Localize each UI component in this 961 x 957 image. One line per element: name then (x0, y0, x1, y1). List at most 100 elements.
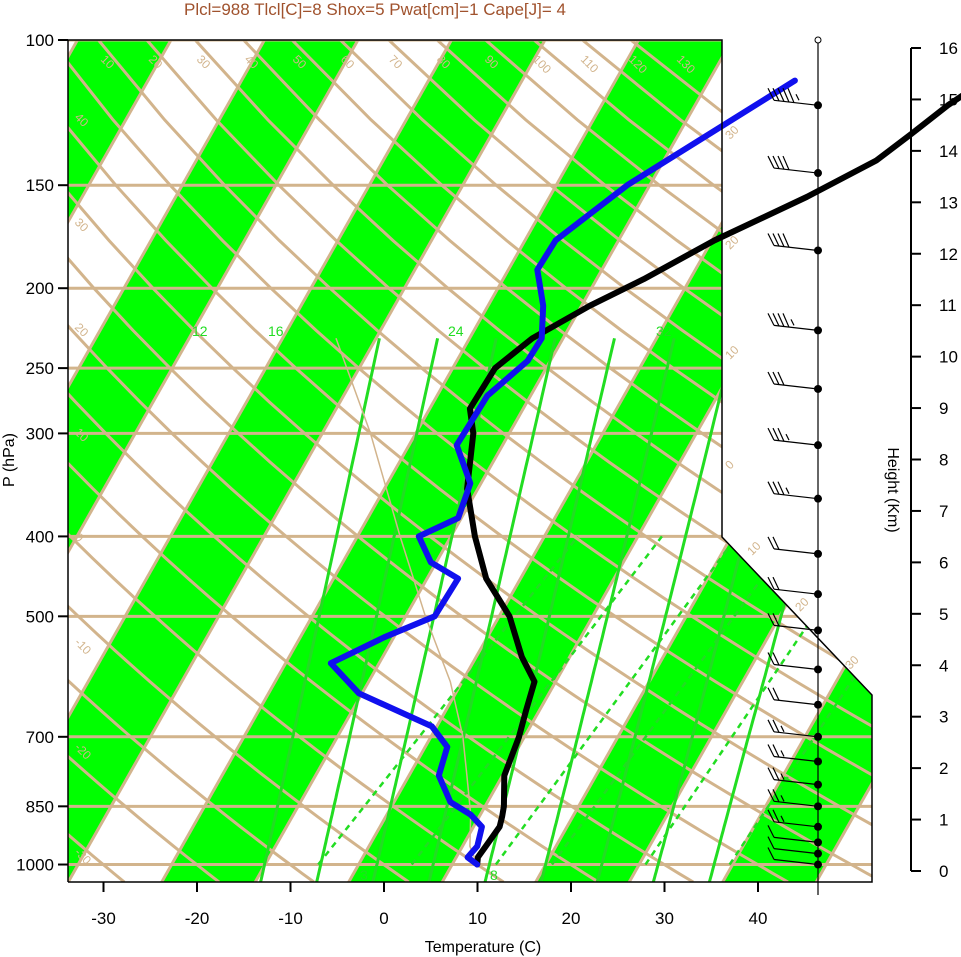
barb-flag (772, 155, 780, 169)
isotherm-band (68, 40, 568, 882)
barb-half (780, 795, 785, 802)
dry-adiabat (68, 40, 505, 882)
height-tick-label: 10 (939, 348, 958, 367)
x-tick-label: 20 (562, 909, 581, 928)
dry-adiabat (68, 40, 315, 882)
barb-dot (814, 36, 822, 44)
barb-flag (772, 233, 780, 247)
barb-shaft (773, 244, 819, 252)
barb-flag (787, 88, 795, 103)
height-tick-label: 0 (939, 862, 948, 881)
barb-shaft (773, 731, 819, 738)
isotherm-line (137, 40, 663, 882)
y-tick-label: 150 (26, 176, 54, 195)
dewpoint-line (327, 77, 798, 868)
barb-flag (777, 155, 785, 170)
barb-flag (772, 767, 780, 781)
y-tick-label: 250 (26, 359, 54, 378)
x-tick-label: 30 (655, 909, 674, 928)
barb-flag (772, 687, 780, 701)
dry-adiabat-label: 110 (578, 52, 602, 76)
dry-adiabat (68, 40, 221, 882)
height-tick-label: 12 (939, 245, 958, 264)
mixing-ratio-label: 16 (268, 323, 284, 339)
y-tick-label: 400 (26, 527, 54, 546)
barb-flag (772, 536, 780, 550)
y-tick-label: 100 (26, 31, 54, 50)
mixing-ratio-line (410, 535, 663, 866)
barb-flag (767, 481, 775, 494)
barb-shaft (773, 755, 819, 763)
barb-half (795, 94, 800, 101)
dry-adiabat (145, 40, 872, 882)
dry-adiabat (68, 40, 872, 882)
barb-flag (767, 576, 775, 590)
barb-shaft (773, 493, 819, 500)
barb-flag (767, 825, 775, 838)
moist-adiabat (371, 337, 498, 882)
barb-shaft (773, 836, 819, 843)
y-tick-label: 300 (26, 424, 54, 443)
height-tick-label: 3 (939, 708, 948, 727)
x-tick-label: -10 (278, 909, 303, 928)
barb-shaft (773, 624, 819, 631)
moist-adiabat-label: 10 (722, 343, 742, 363)
barb-flag (767, 847, 775, 860)
barb-flag (767, 613, 775, 626)
isotherm-line (698, 40, 872, 882)
height-tick-label: 8 (939, 451, 948, 470)
barb-flag (772, 613, 780, 627)
barb-flag (777, 427, 785, 442)
mixing-ratio-label: 24 (448, 323, 464, 339)
barb-shaft (773, 848, 819, 855)
height-tick-label: 2 (939, 759, 948, 778)
barb-flag (767, 88, 775, 101)
barb-shaft (773, 167, 819, 174)
x-tick-label: -20 (185, 909, 210, 928)
barb-flag (772, 371, 780, 385)
y-tick-label: 850 (26, 797, 54, 816)
dry-adiabat (68, 40, 872, 882)
barb-flag (767, 767, 775, 780)
barb-shaft (773, 99, 819, 106)
height-tick-label: 16 (939, 39, 958, 58)
height-tick-label: 14 (939, 142, 958, 161)
isotherm-line (68, 40, 195, 882)
barb-flag (782, 155, 790, 171)
barb-flag (767, 789, 775, 802)
moist-adiabat-label: 10 (744, 539, 764, 559)
mixing-ratio-line (494, 535, 738, 866)
parcel-line (335, 338, 478, 865)
mixing-ratio-label: 8 (490, 867, 498, 883)
barb-flag (772, 481, 780, 495)
barb-flag (767, 719, 775, 733)
barb-flag (777, 371, 785, 386)
x-tick-label: 40 (749, 909, 768, 928)
barb-shaft (773, 324, 819, 331)
x-tick-label: 10 (468, 909, 487, 928)
barb-flag (772, 744, 780, 758)
barb-flag (777, 233, 785, 247)
height-tick-label: 5 (939, 605, 948, 624)
barb-flag (772, 719, 780, 733)
barb-flag (767, 687, 775, 700)
height-tick-label: 4 (939, 656, 948, 675)
dry-adiabat (68, 40, 694, 882)
isotherm-line (68, 40, 289, 882)
barb-shaft (773, 858, 819, 866)
barb-flag (772, 576, 780, 591)
barb-flag (767, 233, 775, 246)
barb-flag (767, 313, 775, 326)
barb-flag (772, 809, 780, 823)
isotherm-band (139, 40, 755, 882)
barb-flag (767, 427, 775, 441)
moist-adiabat (427, 337, 557, 882)
barb-flag (777, 88, 785, 102)
barb-flag (782, 233, 790, 248)
moist-adiabat-lines (259, 337, 856, 882)
mixing-ratio-label: 3 (360, 867, 368, 883)
y-tick-label: 700 (26, 728, 54, 747)
dry-adiabat (194, 40, 872, 882)
y-tick-label: 500 (26, 607, 54, 626)
